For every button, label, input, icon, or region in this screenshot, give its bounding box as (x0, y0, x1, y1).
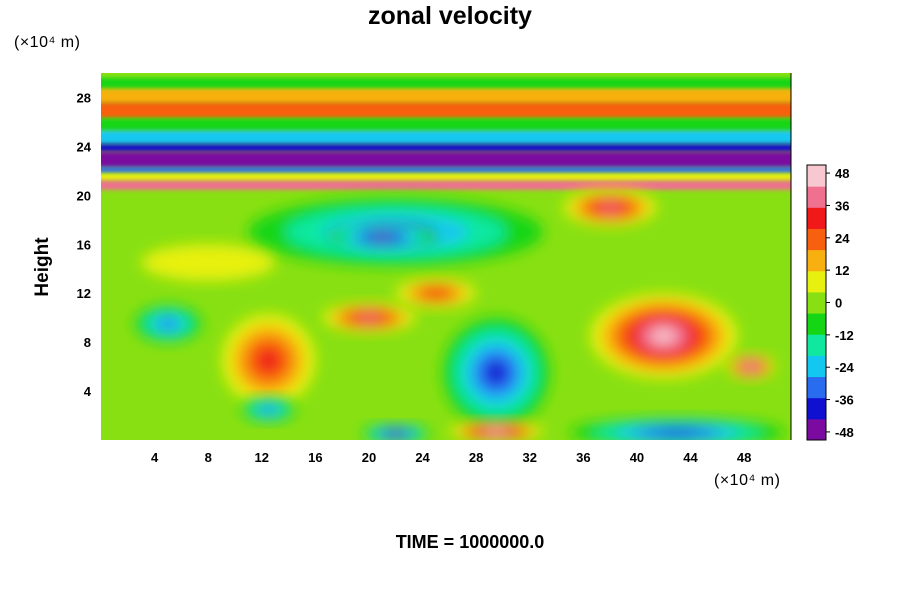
y-tick-labels: 4 8 12 16 20 24 28 (77, 90, 92, 399)
y-tick-label: 12 (77, 286, 91, 301)
blob-12 (322, 302, 416, 333)
blob-2 (563, 189, 658, 226)
y-tick-label: 24 (77, 139, 92, 154)
colorbar-tick-label: 48 (835, 166, 849, 181)
y-tick-label: 20 (77, 188, 91, 203)
time-label: TIME = 1000000.0 (0, 532, 900, 553)
y-axis-unit-label: (×10⁴ m) (14, 34, 81, 51)
x-tick-label: 44 (683, 450, 698, 465)
band-8 (101, 167, 791, 174)
x-tick-label: 20 (362, 450, 376, 465)
band-7 (101, 151, 791, 168)
y-tick-label: 28 (77, 90, 91, 105)
band-6 (101, 143, 791, 152)
blob-3-ring-3 (256, 348, 281, 373)
band-3 (101, 102, 791, 119)
colorbar-tick-label: -48 (835, 425, 854, 440)
chart-title: zonal velocity (368, 2, 532, 30)
colorbar-tick-label: -36 (835, 393, 854, 408)
colorbar-segment (807, 334, 826, 356)
blob-1 (328, 222, 436, 252)
blob-8-ring-3 (159, 319, 177, 329)
colorbar-tick-label: 24 (835, 231, 850, 246)
x-tick-label: 8 (205, 450, 212, 465)
x-tick-label: 24 (415, 450, 430, 465)
blob-4-ring-4 (485, 361, 507, 384)
blob-10-ring-5 (390, 432, 402, 436)
blob-9-ring-5 (488, 429, 505, 434)
blob-4 (442, 317, 550, 428)
blob-12-ring-4 (359, 314, 379, 321)
colorbar-segment (807, 228, 826, 251)
colorbar-segment (807, 207, 826, 229)
blob-10 (362, 424, 430, 440)
y-tick-label: 4 (84, 384, 92, 399)
colorbar-tick-label: 36 (835, 198, 849, 213)
band-9 (101, 173, 791, 182)
y-tick-label: 16 (77, 237, 91, 252)
blob-8 (134, 305, 202, 343)
x-tick-label: 4 (151, 450, 159, 465)
blob-5-ring-5 (651, 328, 676, 344)
blob-14 (141, 244, 276, 281)
blob-7-ring-3 (261, 406, 276, 413)
blob-11 (569, 417, 785, 440)
band-4 (101, 118, 791, 132)
band-2 (101, 88, 791, 103)
band-5 (101, 130, 791, 145)
colorbar-segment (807, 165, 826, 187)
colorbar-segment (807, 291, 826, 314)
band-1 (101, 77, 791, 90)
blob-14-ring-0 (141, 244, 276, 281)
blob-9 (449, 420, 544, 440)
x-tick-label: 36 (576, 450, 590, 465)
x-tick-label: 32 (523, 450, 537, 465)
x-tick-labels: 4 8 12 16 20 24 28 32 36 40 44 48 (151, 450, 751, 465)
time-label-prefix: TIME = (395, 532, 460, 552)
blob-1-ring-5 (373, 234, 392, 240)
colorbar-tick-label: 12 (835, 263, 849, 278)
blob-3 (221, 313, 316, 407)
blob-5 (590, 293, 738, 379)
colorbar: 48 36 24 12 0 -12 -24 -36 -48 (806, 164, 855, 441)
colorbar-segment (807, 355, 826, 378)
colorbar-segment (807, 418, 826, 441)
colorbar-segment (807, 270, 826, 293)
x-tick-label: 40 (630, 450, 644, 465)
x-tick-label: 48 (737, 450, 751, 465)
blob-13-ring-3 (425, 289, 446, 297)
x-tick-label: 28 (469, 450, 483, 465)
band-0 (101, 73, 791, 79)
blob-2-ring-4 (600, 203, 620, 212)
blob-6-ring-5 (746, 364, 755, 369)
x-axis-unit-label: (×10⁴ m) (714, 472, 781, 489)
blob-layer (134, 189, 785, 440)
colorbar-segment (807, 313, 826, 335)
blob-6 (726, 354, 775, 379)
y-tick-label: 8 (84, 335, 91, 350)
blob-13 (395, 278, 477, 308)
colorbar-segment (807, 249, 826, 272)
colorbar-tick-label: 0 (835, 296, 842, 311)
band-layer (101, 73, 791, 190)
band-10 (101, 180, 791, 190)
blob-7 (241, 397, 296, 422)
colorbar-segment (807, 397, 826, 420)
colorbar-segment (807, 376, 826, 399)
colorbar-segment (807, 186, 826, 208)
x-tick-label: 16 (308, 450, 322, 465)
colorbar-tick-label: -12 (835, 328, 854, 343)
plot-area (101, 73, 791, 440)
blob-11-ring-4 (655, 429, 699, 436)
colorbar-tick-label: -24 (835, 360, 855, 375)
time-value: 1000000.0 (459, 532, 545, 552)
x-tick-label: 12 (255, 450, 269, 465)
